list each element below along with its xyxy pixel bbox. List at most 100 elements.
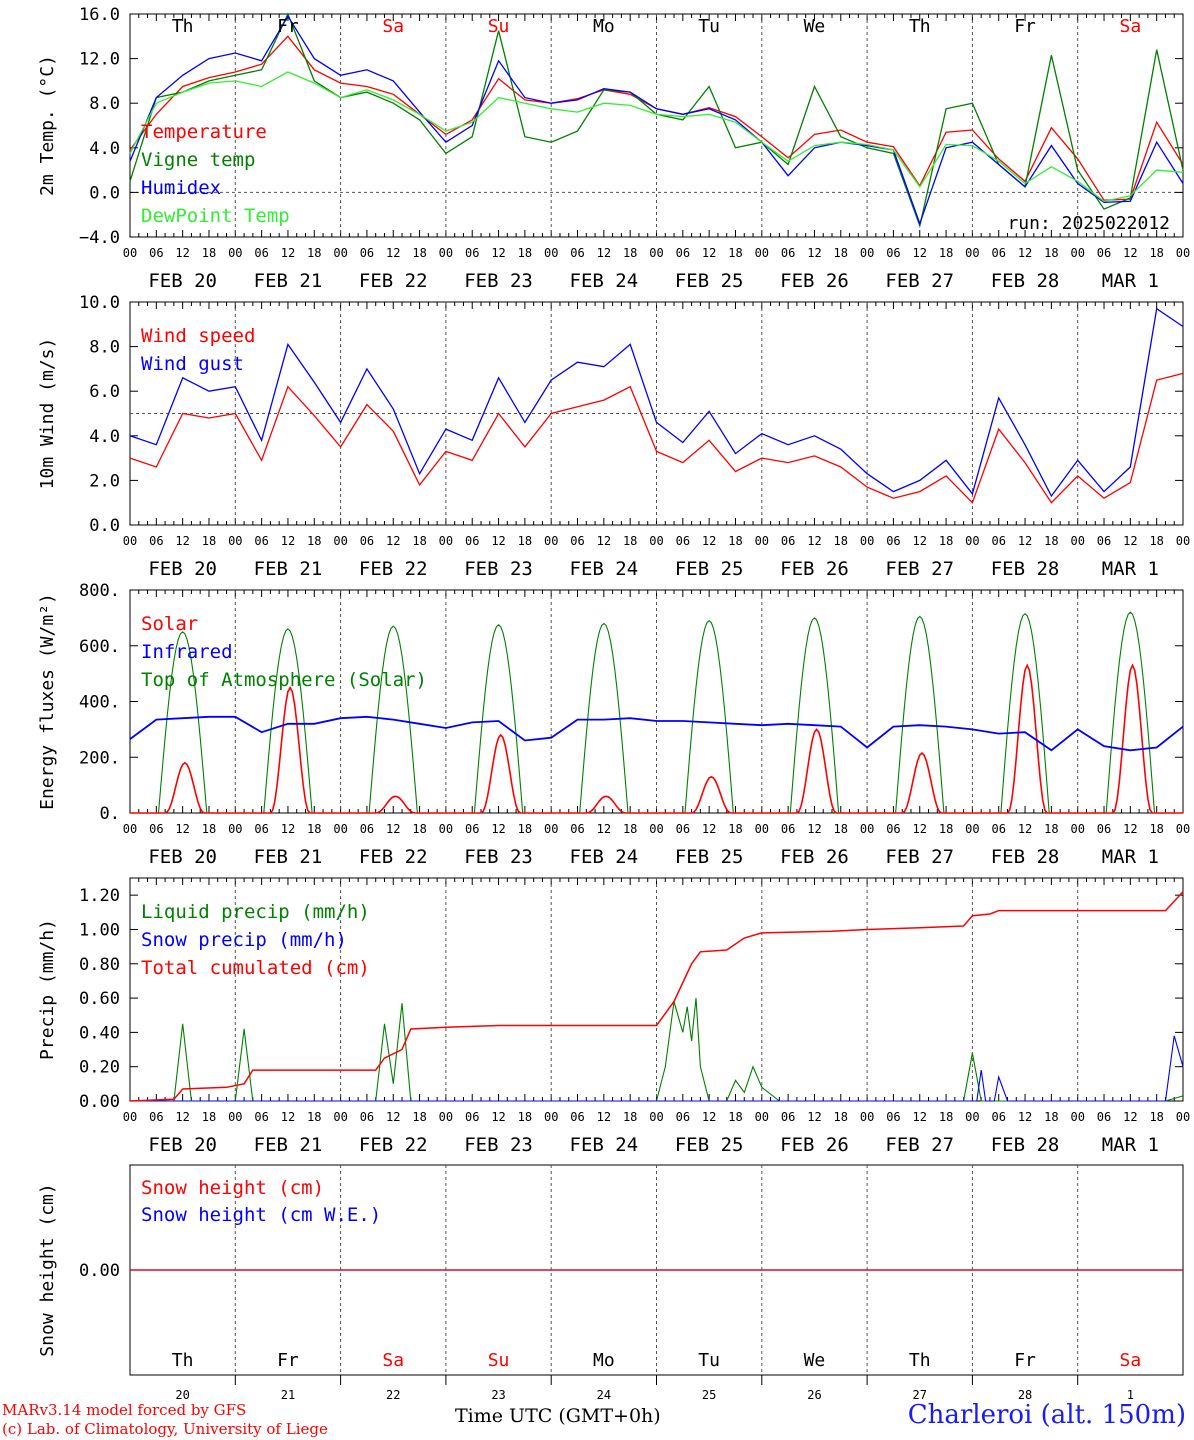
hour-tick-label: 06 xyxy=(1097,534,1111,548)
hour-tick-label: 12 xyxy=(491,822,505,836)
y-axis-label: 10m Wind (m/s) xyxy=(37,338,58,490)
date-label: FEB 21 xyxy=(254,1134,323,1156)
y-axis-label: Precip (mm/h) xyxy=(37,919,58,1060)
hour-tick-label: 00 xyxy=(544,246,558,260)
hour-tick-label: 00 xyxy=(333,246,347,260)
y-axis-label: Energy fluxes (W/m²) xyxy=(37,593,58,810)
hour-tick-label: 12 xyxy=(1018,822,1032,836)
hour-tick-label: 18 xyxy=(307,534,321,548)
hour-tick-label: 18 xyxy=(202,822,216,836)
hour-tick-label: 12 xyxy=(386,822,400,836)
hour-tick-label: 18 xyxy=(834,822,848,836)
hour-tick-label: 00 xyxy=(544,1110,558,1124)
hour-tick-label: 12 xyxy=(807,822,821,836)
hour-tick-label: 18 xyxy=(1149,1110,1163,1124)
y-axis-label: Snow height (cm) xyxy=(37,1183,58,1356)
day-number-label: 23 xyxy=(491,1388,505,1402)
date-label: FEB 24 xyxy=(570,558,639,580)
hour-tick-label: 06 xyxy=(991,1110,1005,1124)
hour-tick-label: 00 xyxy=(965,822,979,836)
series-line xyxy=(129,307,1184,498)
date-label: FEB 21 xyxy=(254,270,323,292)
hour-tick-label: 12 xyxy=(807,246,821,260)
date-label: FEB 28 xyxy=(991,558,1060,580)
legend-entry: Snow height (cm W.E.) xyxy=(141,1204,381,1226)
hour-tick-label: 06 xyxy=(1097,1110,1111,1124)
date-label: FEB 28 xyxy=(991,1134,1060,1156)
hour-tick-label: 00 xyxy=(333,822,347,836)
hour-tick-label: 00 xyxy=(439,822,453,836)
hour-tick-label: 06 xyxy=(465,246,479,260)
hour-tick-label: 06 xyxy=(676,822,690,836)
hour-tick-label: 06 xyxy=(465,1110,479,1124)
hour-tick-label: 00 xyxy=(544,534,558,548)
date-label: FEB 27 xyxy=(885,558,954,580)
hour-tick-label: 18 xyxy=(623,822,637,836)
energy-panel: Energy fluxes (W/m²) 0. 200. 400. 600. 800. So… xyxy=(37,581,1190,868)
hour-tick-label: 06 xyxy=(991,822,1005,836)
day-name-label: Tu xyxy=(698,16,720,37)
y-tick-label: 4.0 xyxy=(89,139,120,159)
series-line xyxy=(130,1035,1184,1102)
date-label: FEB 23 xyxy=(464,846,533,868)
hour-tick-label: 06 xyxy=(570,1110,584,1124)
y-tick-label: 200. xyxy=(79,748,120,768)
day-number-label: 21 xyxy=(281,1388,295,1402)
hour-tick-label: 12 xyxy=(281,534,295,548)
day-name-label: Fr xyxy=(277,1350,299,1371)
hour-tick-label: 06 xyxy=(781,822,795,836)
day-name-label: Su xyxy=(488,16,510,37)
hour-tick-label: 00 xyxy=(439,1110,453,1124)
hour-tick-label: 00 xyxy=(123,534,137,548)
date-label: FEB 24 xyxy=(570,270,639,292)
date-label: FEB 21 xyxy=(254,846,323,868)
snow-panel: Snow height (cm) 0.00 Snow height (cm) Snow… xyxy=(37,1164,1184,1402)
day-name-label: Sa xyxy=(382,1350,404,1371)
legend-entry: Vigne temp xyxy=(141,149,255,171)
hour-tick-label: 00 xyxy=(755,246,769,260)
day-number-label: 20 xyxy=(175,1388,189,1402)
date-label: FEB 25 xyxy=(675,846,744,868)
hour-tick-label: 18 xyxy=(939,534,953,548)
day-name-label: Th xyxy=(172,16,194,37)
hour-tick-label: 12 xyxy=(1123,1110,1137,1124)
hour-tick-label: 06 xyxy=(465,534,479,548)
y-tick-label: 600. xyxy=(79,637,120,657)
hour-tick-label: 12 xyxy=(386,534,400,548)
legend-entry: Wind speed xyxy=(141,325,255,347)
hour-tick-label: 06 xyxy=(1097,822,1111,836)
date-label: FEB 20 xyxy=(148,1134,217,1156)
day-name-label: We xyxy=(804,16,826,37)
legend-entry: Liquid precip (mm/h) xyxy=(141,901,370,923)
date-label: FEB 25 xyxy=(675,558,744,580)
hour-tick-label: 12 xyxy=(702,822,716,836)
date-label: FEB 27 xyxy=(885,1134,954,1156)
hour-tick-label: 06 xyxy=(781,534,795,548)
y-tick-label: 0.00 xyxy=(79,1261,120,1281)
hour-tick-label: 06 xyxy=(676,534,690,548)
y-tick-label: 2.0 xyxy=(89,471,120,491)
date-label: FEB 28 xyxy=(991,846,1060,868)
temperature-panel: 2m Temp. (°C) −4.0 0.0 4.0 8.0 12.0 16.0 Temper… xyxy=(37,5,1190,292)
hour-tick-label: 18 xyxy=(939,822,953,836)
hour-tick-label: 18 xyxy=(412,246,426,260)
y-tick-label: 8.0 xyxy=(89,94,120,114)
date-label: FEB 26 xyxy=(780,558,849,580)
day-name-label: Sa xyxy=(1120,1350,1142,1371)
date-label: FEB 20 xyxy=(148,270,217,292)
y-tick-label: 0.00 xyxy=(79,1092,120,1112)
hour-tick-label: 00 xyxy=(1176,822,1190,836)
hour-tick-label: 18 xyxy=(1149,534,1163,548)
hour-tick-label: 18 xyxy=(834,246,848,260)
hour-tick-label: 12 xyxy=(386,246,400,260)
hour-tick-label: 00 xyxy=(123,822,137,836)
hour-tick-label: 12 xyxy=(175,246,189,260)
hour-tick-label: 18 xyxy=(1149,822,1163,836)
hour-tick-label: 06 xyxy=(886,822,900,836)
hour-tick-label: 18 xyxy=(623,246,637,260)
series-line xyxy=(130,998,1184,1102)
hour-tick-label: 00 xyxy=(228,246,242,260)
hour-tick-label: 18 xyxy=(307,822,321,836)
hour-tick-label: 18 xyxy=(1044,534,1058,548)
hour-tick-label: 18 xyxy=(939,246,953,260)
